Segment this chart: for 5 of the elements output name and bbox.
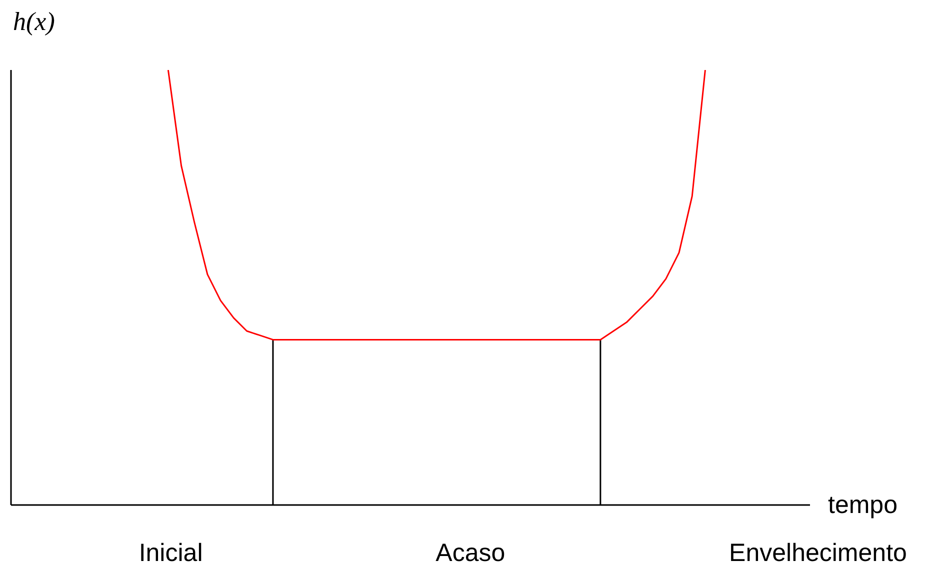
text: Envelhecimento <box>729 539 907 564</box>
y-axis-title: h(x) <box>13 7 55 36</box>
text: Acaso <box>436 539 506 564</box>
text: Inicial <box>138 539 203 564</box>
x-axis-title: tempo <box>828 491 898 519</box>
